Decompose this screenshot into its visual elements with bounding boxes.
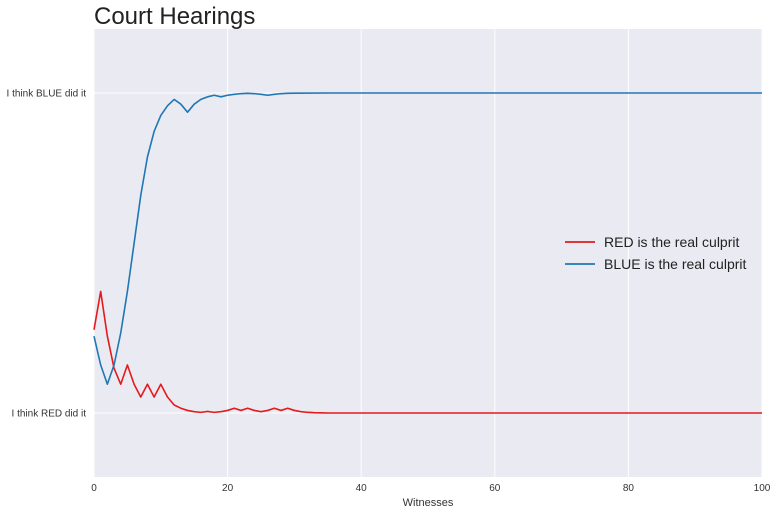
x-axis-label: Witnesses [403,497,454,509]
series-group [93,92,762,414]
series-line-red [93,290,762,414]
plot-background [94,29,762,477]
series-line-blue [93,92,762,385]
x-tick-label: 40 [356,483,368,494]
legend-label: BLUE is the real culprit [604,256,747,272]
x-tick-label: 60 [489,483,501,494]
x-tick-label: 100 [754,483,771,494]
x-tick-label: 80 [623,483,635,494]
x-tick-label: 0 [91,483,97,494]
chart-title: Court Hearings [94,3,255,30]
x-tick-label: 20 [222,483,234,494]
legend: RED is the real culprit BLUE is the real … [565,234,747,272]
legend-label: RED is the real culprit [604,234,739,250]
y-tick-label: I think BLUE did it [7,89,87,100]
y-tick-label: I think RED did it [12,409,87,420]
tick-labels: 0 20 40 60 80 100 I think RED did it I think BL… [7,89,771,495]
